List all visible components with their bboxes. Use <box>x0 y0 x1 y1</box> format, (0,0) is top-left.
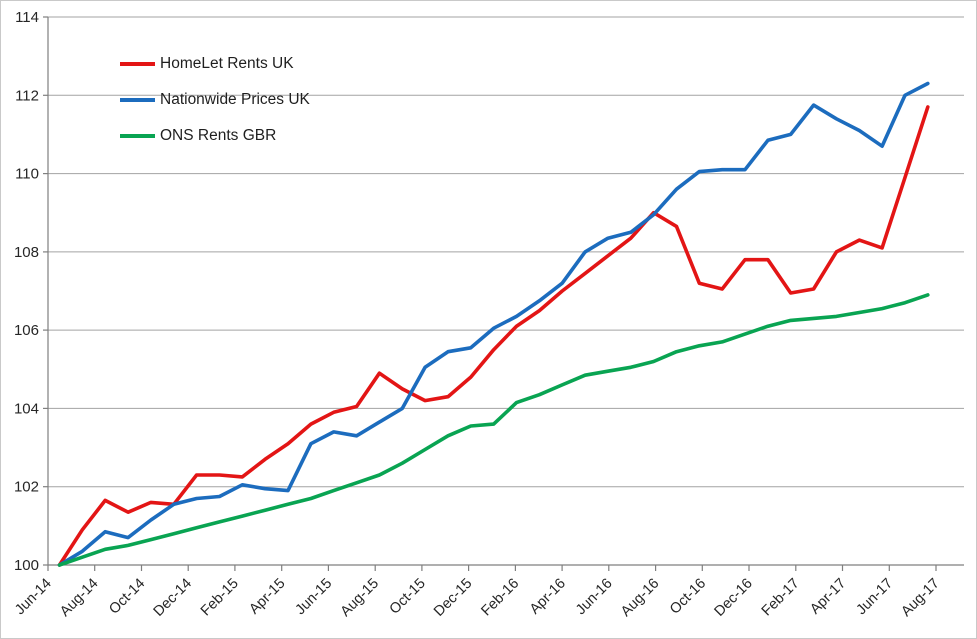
x-tick-label: Jun-17 <box>853 576 896 619</box>
x-tick-label: Feb-15 <box>198 576 242 620</box>
legend-label: HomeLet Rents UK <box>160 55 294 72</box>
x-tick-label: Oct-14 <box>106 576 148 618</box>
x-tick-label: Aug-14 <box>57 576 101 620</box>
legend-item-nationwide[interactable]: Nationwide Prices UK <box>120 89 310 111</box>
y-tick-label: 104 <box>14 400 39 417</box>
legend-label: Nationwide Prices UK <box>160 91 310 108</box>
x-tick-label: Apr-15 <box>246 576 288 618</box>
x-tick-label: Dec-14 <box>151 576 195 620</box>
x-tick-label: Dec-16 <box>711 576 755 620</box>
y-tick-label: 108 <box>14 244 39 261</box>
legend-item-homelet[interactable]: HomeLet Rents UK <box>120 53 310 75</box>
x-tick-label: Oct-15 <box>387 576 429 618</box>
x-tick-label: Apr-16 <box>527 576 569 618</box>
x-tick-label: Feb-17 <box>759 576 803 620</box>
series-line-homelet-rents-uk <box>57 105 930 567</box>
legend: HomeLet Rents UK Nationwide Prices UK ON… <box>120 53 310 147</box>
x-tick-label: Aug-15 <box>338 576 382 620</box>
series-line-ons-rents-gbr <box>57 293 930 567</box>
legend-label: ONS Rents GBR <box>160 127 277 144</box>
y-tick-label: 102 <box>14 479 39 496</box>
legend-item-ons[interactable]: ONS Rents GBR <box>120 125 310 147</box>
y-tick-label: 106 <box>14 322 39 339</box>
y-tick-label: 100 <box>14 557 39 574</box>
legend-swatch-green-line <box>120 134 155 138</box>
y-tick-label: 114 <box>15 9 39 26</box>
x-tick-label: Oct-16 <box>667 576 709 618</box>
series-line-nationwide-prices-uk <box>57 81 930 567</box>
x-tick-label: Jun-15 <box>293 576 336 619</box>
x-tick-label: Aug-16 <box>618 576 662 620</box>
x-tick-label: Apr-17 <box>807 576 849 618</box>
y-tick-label: 112 <box>15 87 39 104</box>
legend-swatch-red-line <box>120 62 155 66</box>
y-tick-label: 110 <box>15 166 39 183</box>
legend-swatch-blue-line <box>120 98 155 102</box>
x-tick-label: Aug-17 <box>898 576 942 620</box>
x-tick-label: Jun-14 <box>12 576 55 619</box>
x-tick-label: Feb-16 <box>478 576 522 620</box>
x-tick-label: Jun-16 <box>573 576 616 619</box>
x-tick-label: Dec-15 <box>431 576 475 620</box>
